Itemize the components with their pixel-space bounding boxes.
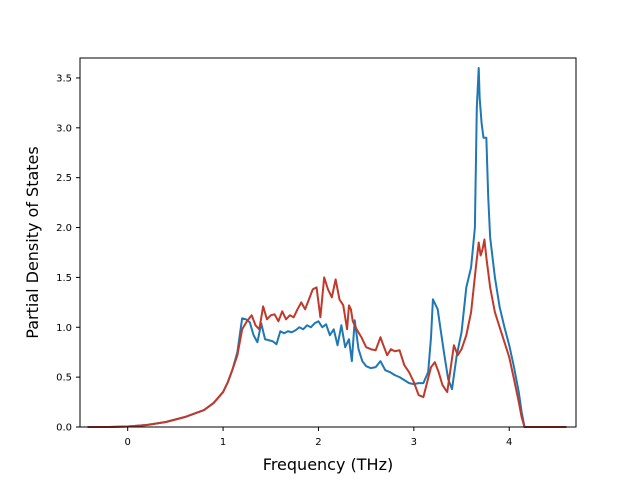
y-tick-label: 1.0 (56, 323, 72, 334)
y-tick-label: 3.0 (56, 123, 72, 134)
y-tick-label: 3.5 (56, 73, 72, 84)
x-tick-label: 1 (220, 437, 226, 448)
y-tick-label: 2.0 (56, 223, 72, 234)
x-tick-label: 0 (125, 437, 131, 448)
y-axis-label: Partial Density of States (23, 146, 42, 338)
x-tick-label: 4 (506, 437, 512, 448)
x-axis-label: Frequency (THz) (263, 455, 393, 474)
y-tick-label: 2.5 (56, 173, 72, 184)
x-tick-label: 2 (315, 437, 321, 448)
y-tick-label: 0.5 (56, 373, 72, 384)
y-tick-label: 1.5 (56, 273, 72, 284)
y-tick-label: 0.0 (56, 423, 72, 434)
x-tick-label: 3 (411, 437, 417, 448)
